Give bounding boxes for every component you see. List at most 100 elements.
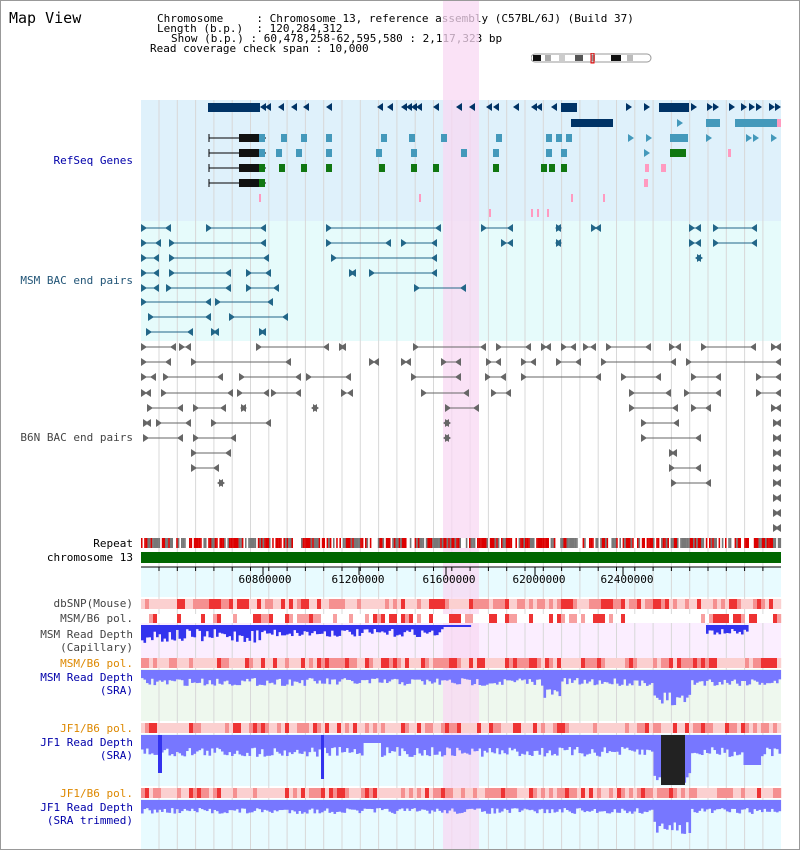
jf1-pol-heat-cell	[649, 723, 654, 733]
track-label-msm-depth-cap[interactable]: MSM Read Depth	[40, 628, 133, 641]
jf1-sra-depth-bar	[643, 735, 647, 755]
msm-sra-depth-bar	[313, 670, 317, 682]
track-label-dbsnp[interactable]: dbSNP(Mouse)	[53, 597, 133, 610]
dbsnp-heat-cell	[625, 599, 630, 609]
b6n-bac-pair-end	[775, 419, 781, 427]
gene-exon-arrow	[493, 103, 499, 111]
jf1-trim-depth-bar	[451, 800, 454, 809]
jf1-trim-depth-bar	[483, 800, 487, 812]
jf1-pol2-heat-cell	[541, 788, 546, 798]
b6n-bac-pair-end	[715, 389, 721, 397]
repeat-segment	[248, 538, 250, 548]
b6n-bac-pair-end	[530, 358, 536, 366]
gene-row-exon	[411, 164, 417, 172]
track-label-jf1-b6-pol-1[interactable]: JF1/B6 pol.	[60, 722, 133, 735]
track-label-jf1-b6-pol-2[interactable]: JF1/B6 pol.	[60, 787, 133, 800]
repeat-segment	[521, 538, 524, 548]
msm-pol2-heat-cell	[313, 658, 318, 668]
repeat-segment	[189, 538, 191, 548]
jf1-sra-depth-bar	[561, 735, 564, 749]
msm-pol-heat-cell	[189, 614, 194, 623]
jf1-sra-depth-bar	[281, 735, 284, 756]
jf1-sra-depth-bar	[446, 735, 449, 748]
jf1-sra-depth-bar	[226, 735, 229, 756]
gene-snp-mark	[419, 194, 421, 202]
track-label-msm-depth-sra-sub: (SRA)	[99, 684, 133, 697]
track-label-msm-bac[interactable]: MSM BAC end pairs	[20, 274, 133, 287]
jf1-pol-heat-cell	[197, 723, 202, 733]
track-label-b6n-bac[interactable]: B6N BAC end pairs	[20, 431, 133, 444]
msm-pol-heat-cell	[445, 614, 450, 623]
jf1-sra-depth-bar	[743, 735, 747, 765]
msm-cap-depth-bar	[358, 625, 362, 636]
track-label-msm-depth-sra[interactable]: MSM Read Depth	[40, 671, 133, 684]
jf1-sra-depth-bar	[461, 735, 464, 754]
repeat-segment	[323, 538, 326, 548]
track-label-refseq[interactable]: RefSeq Genes	[53, 154, 133, 167]
msm-pol-heat-cell	[625, 614, 630, 623]
track-label-jf1-depth-sra[interactable]: JF1 Read Depth	[40, 736, 133, 749]
repeat-segment	[510, 538, 513, 548]
msm-cap-depth-bar	[201, 625, 204, 642]
jf1-sra-depth-bar	[593, 735, 597, 753]
jf1-pol2-heat-cell	[585, 788, 590, 798]
msm-sra-depth-bar	[308, 670, 312, 679]
jf1-sra-depth-bar	[466, 735, 469, 754]
msm-sra-depth-bar	[303, 670, 307, 686]
repeat-segment	[477, 538, 479, 548]
repeat-segment	[294, 538, 297, 548]
chromosome-ideogram[interactable]	[531, 53, 653, 65]
ideogram-band	[575, 55, 583, 61]
repeat-segment	[440, 538, 442, 548]
jf1-pol2-heat-cell	[145, 788, 150, 798]
gene-exon-arrow	[551, 103, 557, 111]
jf1-pol-heat-cell	[145, 723, 150, 733]
b6n-bac-pair-end	[486, 358, 492, 366]
msm-cap-depth-bar	[361, 625, 364, 633]
msm-pol2-heat-cell	[421, 658, 426, 668]
b6n-bac-pair-end	[443, 434, 449, 442]
repeat-segment	[336, 538, 338, 548]
jf1-sra-depth-bar	[456, 735, 459, 748]
repeat-segment	[158, 538, 161, 548]
track-label-jf1-depth-trim[interactable]: JF1 Read Depth	[40, 801, 133, 814]
track-label-msm-depth-cap-sub: (Capillary)	[60, 641, 133, 654]
msm-pol2-heat-cell	[549, 658, 554, 668]
b6n-bac-pair-end	[341, 389, 347, 397]
jf1-sra-depth-bar	[326, 735, 329, 754]
repeat-segment	[704, 538, 706, 548]
dbsnp-heat-cell	[637, 599, 642, 609]
b6n-bac-pair-end	[445, 404, 451, 412]
msm-pol-heat-cell	[197, 614, 202, 623]
jf1-trim-depth-bar	[643, 800, 647, 812]
track-label-msm-b6-pol-2[interactable]: MSM/B6 pol.	[60, 657, 133, 670]
msm-sra-depth-bar	[241, 670, 244, 681]
jf1-trim-depth-bar	[391, 800, 394, 813]
track-label-msm-b6-pol-1[interactable]: MSM/B6 pol.	[60, 612, 133, 625]
msm-pol2-heat-cell	[333, 658, 338, 668]
msm-cap-depth-bar	[383, 625, 387, 633]
jf1-sra-depth-bar	[438, 735, 442, 752]
msm-pol-heat-cell	[297, 614, 302, 623]
jf1-pol-heat-cell	[473, 723, 478, 733]
chromosome-label: Chromosome	[157, 12, 224, 25]
msm-sra-depth-bar	[621, 670, 624, 685]
jf1-sra-depth-bar	[203, 735, 207, 756]
repeat-segment	[491, 538, 494, 548]
msm-sra-depth-bar	[463, 670, 467, 679]
jf1-sra-depth-bar	[471, 735, 474, 749]
repeat-segment	[473, 538, 476, 548]
jf1-pol-heat-cell	[537, 723, 542, 733]
jf1-trim-depth-bar	[723, 800, 727, 810]
msm-pol2-heat-cell	[209, 658, 214, 668]
jf1-trim-depth-bar	[331, 800, 334, 812]
repeat-segment	[542, 538, 545, 548]
repeat-segment	[744, 538, 746, 548]
jf1-sra-depth-bar	[713, 735, 717, 751]
jf1-trim-depth-bar	[506, 800, 509, 810]
jf1-trim-depth-bar	[523, 800, 527, 809]
dbsnp-heat-cell	[281, 599, 286, 609]
dbsnp-heat-cell	[629, 599, 634, 609]
track-label-repeat[interactable]: Repeat	[93, 537, 133, 550]
